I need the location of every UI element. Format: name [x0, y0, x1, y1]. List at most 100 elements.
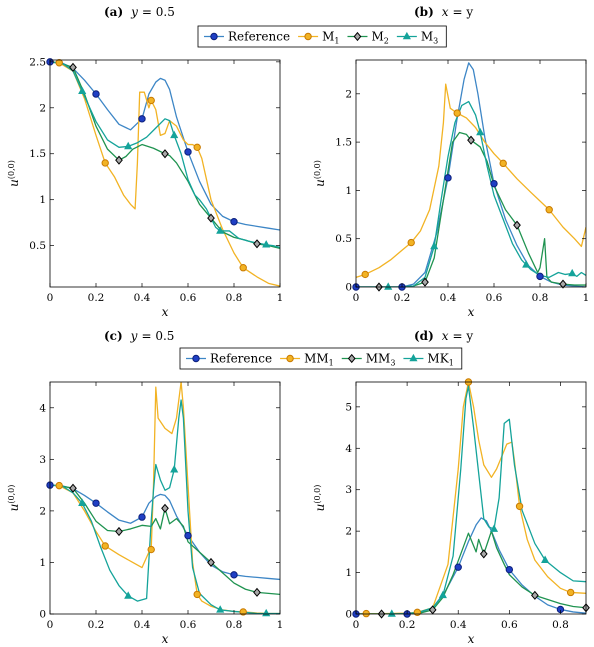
legend-entry: MM1: [304, 352, 334, 368]
x-tick-label: 1: [277, 292, 284, 304]
series-marker-MM1: [193, 590, 201, 599]
series-marker-MM3: [207, 557, 215, 568]
series-marker-M1: [239, 264, 247, 272]
series-marker-M2: [467, 135, 475, 145]
series-marker-MM3: [479, 549, 488, 559]
series-marker-Reference: [444, 174, 452, 182]
series-line-MM1: [50, 382, 280, 614]
y-tick-label: 1.5: [29, 148, 46, 160]
series-line-Reference: [50, 484, 280, 581]
series-line-MM3: [50, 484, 280, 596]
panel-label: (c): [104, 329, 123, 343]
y-tick-label: 4: [39, 402, 46, 414]
series-marker-M1: [499, 159, 507, 168]
x-tick-label: 0.6: [180, 292, 197, 304]
series-marker-Reference: [230, 571, 238, 579]
series-group: [50, 61, 280, 287]
y-tick-label: 1.5: [335, 137, 352, 149]
series-marker-M3: [124, 141, 133, 150]
y-axis-label: u(0,0): [313, 485, 328, 512]
legend-0: Reference M1 M2 M3: [197, 25, 447, 48]
x-tick-label: 0.2: [88, 619, 105, 631]
panel-label: (b): [414, 5, 434, 19]
y-tick-label: 3: [345, 484, 352, 496]
series-marker-MM1: [239, 608, 247, 616]
series-marker-Reference: [505, 565, 514, 574]
series-marker-M1: [545, 206, 553, 214]
series-marker-M2: [207, 213, 215, 223]
series-line-Reference: [50, 61, 280, 231]
plot-frame: [49, 59, 281, 288]
x-tick-label: 0: [353, 619, 360, 631]
series-marker-MK1: [124, 591, 133, 599]
x-tick-label: 0.4: [134, 292, 151, 304]
x-tick-label: 0: [353, 292, 360, 304]
y-tick-label: 0: [345, 609, 352, 621]
series-marker-M3: [430, 241, 439, 250]
x-tick-label: 0.4: [450, 619, 467, 631]
x-tick-label: 0.2: [88, 292, 105, 304]
panel-title: (b) x = y: [414, 5, 473, 19]
series-marker-Reference: [230, 218, 238, 226]
panel-title: (a) y = 0.5: [104, 5, 175, 19]
x-tick-label: 0.8: [552, 619, 569, 631]
legend-swatch-marker: [347, 353, 356, 364]
series-marker-M2: [115, 155, 123, 165]
y-tick-label: 2: [345, 88, 352, 100]
panel-title: (d) x = y: [414, 329, 473, 343]
panel-label: (a): [104, 5, 123, 19]
series-marker-MM1: [362, 609, 370, 618]
series-line-MM3: [356, 530, 586, 614]
legend-box: [197, 25, 447, 48]
plot-frame: [355, 59, 587, 288]
series-marker-M1: [407, 238, 415, 247]
x-axis-label: x: [162, 632, 169, 646]
series-marker-MK1: [387, 609, 396, 617]
series-group: [356, 62, 586, 287]
legend-entry: Reference: [228, 30, 290, 44]
legend-entry: M2: [371, 30, 388, 46]
y-tick-label: 5: [345, 401, 352, 413]
series-line-M3: [50, 61, 280, 249]
series-marker-Reference: [92, 499, 100, 507]
series-marker-Reference: [536, 272, 544, 281]
legend-swatch-marker: [409, 353, 418, 362]
series-marker-MM1: [55, 481, 63, 490]
panel-title-var: x: [442, 329, 449, 343]
series-marker-M3: [216, 226, 225, 234]
y-tick-label: 0: [345, 282, 352, 294]
legend-swatch-marker: [402, 31, 411, 40]
x-tick-label: 0.4: [440, 292, 457, 304]
legend-swatch-marker: [304, 32, 312, 41]
series-marker-M3: [170, 130, 179, 139]
series-marker-MM1: [147, 545, 155, 554]
y-tick-label: 0: [39, 609, 46, 621]
legend-entry: Reference: [210, 352, 272, 366]
x-tick-label: 0.8: [532, 292, 549, 304]
panel-title-var: y: [130, 5, 138, 19]
x-axis-label: x: [162, 305, 169, 319]
series-marker-Reference: [490, 179, 498, 188]
x-tick-label: 0.4: [134, 619, 151, 631]
series-line-Reference: [356, 62, 586, 287]
series-marker-M3: [476, 127, 485, 136]
panel-title-rest: = 0.5: [141, 329, 174, 343]
legend-entry: MM3: [366, 352, 396, 368]
y-tick-label: 3: [39, 454, 46, 466]
plot-frame: [49, 381, 281, 615]
panel-title-var: y: [130, 329, 138, 343]
series-marker-M3: [78, 86, 87, 95]
legend-entry: M1: [322, 30, 339, 46]
x-tick-label: 0.2: [399, 619, 416, 631]
y-tick-label: 1: [345, 185, 352, 197]
series-marker-M1: [147, 96, 155, 105]
panel-3: (d) x = y 0 0.2 0.4 0.6 0.8 0 1 2 3 4 5 x u(0,0): [313, 329, 590, 646]
y-tick-label: 2: [39, 102, 46, 114]
series-marker-MK1: [170, 465, 179, 473]
series-group: [356, 382, 586, 614]
y-axis-label: u(0,0): [7, 485, 22, 512]
series-marker-MK1: [489, 524, 499, 532]
legend-swatch-marker: [286, 354, 294, 363]
series-line-MM1: [356, 382, 586, 614]
y-axis-label: u(0,0): [313, 160, 328, 187]
